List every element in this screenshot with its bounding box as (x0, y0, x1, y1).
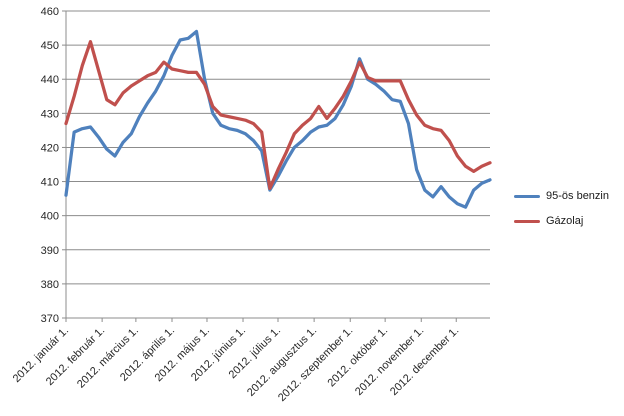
legend-item-benzin: 95-ös benzin (514, 189, 609, 203)
svg-text:370: 370 (41, 313, 59, 325)
svg-text:2012. augusztus 1.: 2012. augusztus 1. (245, 325, 319, 399)
svg-text:390: 390 (41, 245, 59, 257)
y-axis-labels: 370 380 390 400 410 420 430 440 450 460 (41, 6, 59, 325)
svg-text:450: 450 (41, 40, 59, 52)
svg-text:2012. december 1.: 2012. december 1. (388, 325, 461, 398)
svg-text:440: 440 (41, 74, 59, 86)
svg-text:420: 420 (41, 142, 59, 154)
benzin-legend-label: 95-ös benzin (546, 190, 609, 202)
svg-text:410: 410 (41, 177, 59, 189)
chart-legend: 95-ös benzin Gázolaj (514, 189, 609, 239)
svg-text:2012. március 1.: 2012. március 1. (75, 325, 141, 391)
legend-item-gazolaj: Gázolaj (514, 214, 609, 228)
gazolaj-line-swatch (514, 219, 540, 223)
series-line-gazolaj (64, 40, 492, 191)
svg-text:380: 380 (41, 279, 59, 291)
gazolaj-legend-label: Gázolaj (546, 215, 584, 227)
svg-text:430: 430 (41, 108, 59, 120)
axes (65, 11, 490, 319)
y-gridlines (62, 10, 490, 319)
x-axis-labels: 2012. január 1.2012. február 1.2012. már… (11, 318, 461, 404)
svg-text:460: 460 (41, 6, 59, 18)
svg-text:400: 400 (41, 211, 59, 223)
benzin-line-swatch (514, 194, 540, 198)
series-line-benzin (64, 29, 492, 209)
svg-text:2012. október 1.: 2012. október 1. (326, 325, 391, 390)
